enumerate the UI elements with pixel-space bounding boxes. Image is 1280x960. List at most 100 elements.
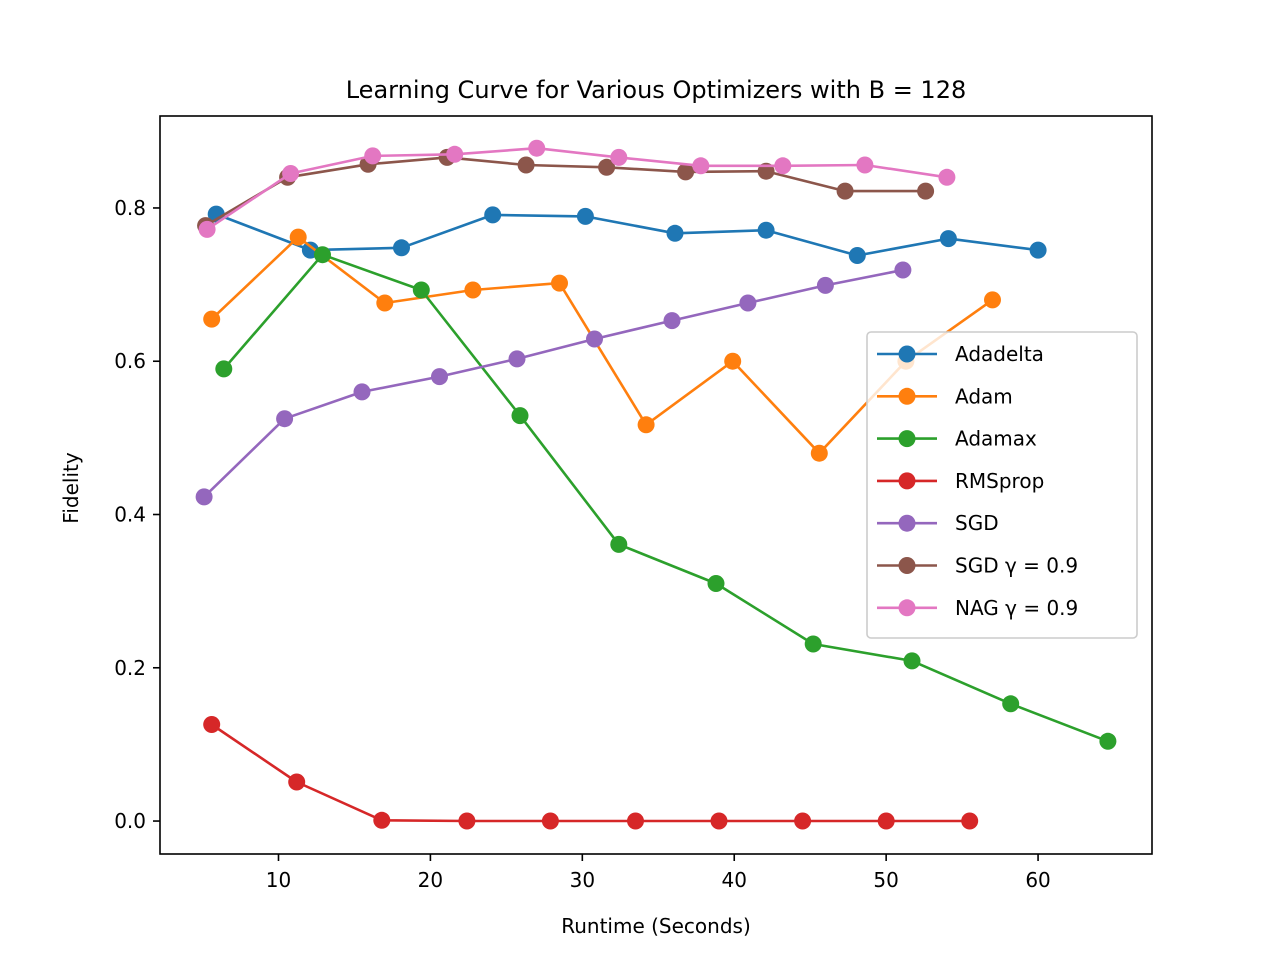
plot-area bbox=[195, 139, 1117, 830]
data-point-adadelta bbox=[757, 221, 775, 239]
legend-label: NAG γ = 0.9 bbox=[955, 596, 1078, 620]
x-tick-label: 60 bbox=[1025, 868, 1050, 892]
data-point-rmsprop bbox=[877, 812, 895, 830]
data-point-rmsprop bbox=[458, 812, 476, 830]
data-point-sgd bbox=[195, 488, 213, 506]
data-point-nag-gamma-0-9 bbox=[198, 220, 216, 238]
data-point-sgd-gamma-0-9 bbox=[517, 156, 535, 174]
legend-swatch-marker bbox=[898, 599, 916, 617]
data-point-nag-gamma-0-9 bbox=[774, 157, 792, 175]
legend-swatch-marker bbox=[898, 345, 916, 363]
data-point-sgd bbox=[508, 350, 526, 368]
legend-entry-adam: Adam bbox=[877, 384, 1013, 408]
series-line-nag-gamma-0-9 bbox=[206, 146, 948, 231]
legend-label: Adam bbox=[955, 384, 1013, 408]
legend-label: SGD bbox=[955, 511, 999, 535]
legend-label: RMSprop bbox=[955, 469, 1044, 493]
data-point-nag-gamma-0-9 bbox=[282, 165, 300, 182]
series-rmsprop bbox=[203, 716, 979, 830]
data-point-adam bbox=[551, 274, 568, 292]
y-tick-label: 0.6 bbox=[114, 349, 146, 373]
data-point-rmsprop bbox=[288, 773, 306, 791]
legend-entry-sgd: SGD bbox=[877, 511, 999, 535]
legend: Adadelta Adam Adamax RMSprop SGD SGD γ = 0.9 N… bbox=[866, 331, 1138, 639]
data-point-adam bbox=[289, 228, 307, 246]
data-point-rmsprop bbox=[541, 812, 559, 830]
data-point-rmsprop bbox=[794, 812, 812, 830]
legend-label: Adadelta bbox=[955, 342, 1044, 366]
legend-entry-adamax: Adamax bbox=[877, 427, 1037, 451]
data-point-adadelta bbox=[939, 230, 957, 248]
data-point-nag-gamma-0-9 bbox=[446, 145, 464, 163]
series-adadelta bbox=[207, 205, 1047, 264]
data-point-sgd bbox=[276, 410, 294, 428]
data-point-sgd-gamma-0-9 bbox=[598, 158, 616, 176]
legend-swatch-marker bbox=[898, 514, 916, 532]
data-point-sgd-gamma-0-9 bbox=[677, 163, 695, 181]
data-point-sgd bbox=[353, 383, 371, 401]
data-point-rmsprop bbox=[961, 812, 979, 830]
y-tick-label: 0.8 bbox=[114, 196, 146, 220]
data-point-sgd-gamma-0-9 bbox=[836, 182, 854, 200]
data-point-adadelta bbox=[848, 247, 866, 264]
legend-swatch-marker bbox=[898, 472, 916, 490]
data-point-nag-gamma-0-9 bbox=[610, 148, 628, 166]
data-point-sgd bbox=[739, 294, 757, 312]
data-point-sgd bbox=[431, 368, 448, 386]
data-point-sgd-gamma-0-9 bbox=[917, 182, 935, 200]
x-tick-label: 40 bbox=[722, 868, 747, 892]
legend-swatch-marker bbox=[898, 387, 916, 405]
data-point-nag-gamma-0-9 bbox=[364, 147, 382, 165]
data-point-nag-gamma-0-9 bbox=[692, 157, 710, 175]
series-line-adadelta bbox=[215, 212, 1039, 257]
data-point-adadelta bbox=[484, 206, 502, 224]
legend-swatch-marker bbox=[898, 557, 916, 574]
legend-swatch-marker bbox=[898, 430, 916, 448]
legend-box bbox=[866, 331, 1138, 639]
series-line-rmsprop bbox=[210, 723, 970, 823]
series-nag-gamma-0-9 bbox=[198, 139, 956, 238]
chart-title: Learning Curve for Various Optimizers wi… bbox=[346, 76, 967, 104]
data-point-adamax bbox=[412, 281, 430, 299]
data-point-adamax bbox=[314, 246, 331, 264]
y-tick-label: 0.4 bbox=[114, 503, 146, 527]
data-point-adamax bbox=[903, 652, 921, 670]
data-point-adadelta bbox=[576, 207, 594, 225]
data-point-adamax bbox=[610, 535, 628, 553]
data-point-nag-gamma-0-9 bbox=[856, 156, 874, 174]
data-point-adamax bbox=[1002, 695, 1020, 713]
data-point-adamax bbox=[804, 635, 822, 653]
data-point-adadelta bbox=[666, 224, 684, 242]
axes: 10 20 30 40 50 60 0.0 0.2 0.4 0.6 0.8 bbox=[114, 115, 1153, 892]
series-line-adamax bbox=[222, 253, 1109, 743]
series-line-sgd-gamma-0-9 bbox=[204, 156, 926, 227]
data-point-sgd bbox=[894, 261, 912, 279]
y-axis-title: Fidelity bbox=[59, 452, 83, 524]
data-point-rmsprop bbox=[710, 812, 728, 830]
data-point-rmsprop bbox=[627, 812, 644, 830]
legend-entry-adadelta: Adadelta bbox=[877, 342, 1044, 366]
data-point-adamax bbox=[511, 407, 529, 425]
data-point-nag-gamma-0-9 bbox=[938, 168, 956, 186]
y-tick-label: 0.2 bbox=[114, 656, 146, 680]
data-point-adam bbox=[376, 294, 394, 312]
data-point-nag-gamma-0-9 bbox=[528, 139, 546, 157]
data-point-rmsprop bbox=[373, 811, 391, 829]
data-point-adam bbox=[637, 416, 655, 434]
series-adam bbox=[203, 228, 1001, 462]
x-axis-title: Runtime (Seconds) bbox=[561, 914, 751, 938]
series-line-adam bbox=[210, 235, 994, 455]
series-line-sgd bbox=[203, 268, 904, 498]
series-sgd bbox=[195, 261, 912, 506]
legend-label: Adamax bbox=[955, 427, 1037, 451]
data-point-sgd bbox=[663, 312, 681, 330]
data-point-sgd bbox=[816, 276, 834, 294]
data-point-adam bbox=[203, 310, 221, 328]
data-point-adam bbox=[724, 352, 742, 370]
data-point-adadelta bbox=[393, 239, 410, 257]
data-point-adamax bbox=[1099, 732, 1117, 750]
data-point-adam bbox=[810, 444, 828, 462]
data-point-adadelta bbox=[1029, 241, 1047, 259]
data-point-sgd bbox=[586, 330, 603, 348]
legend-entry-sgd-gamma-0-9: SGD γ = 0.9 bbox=[877, 554, 1078, 578]
